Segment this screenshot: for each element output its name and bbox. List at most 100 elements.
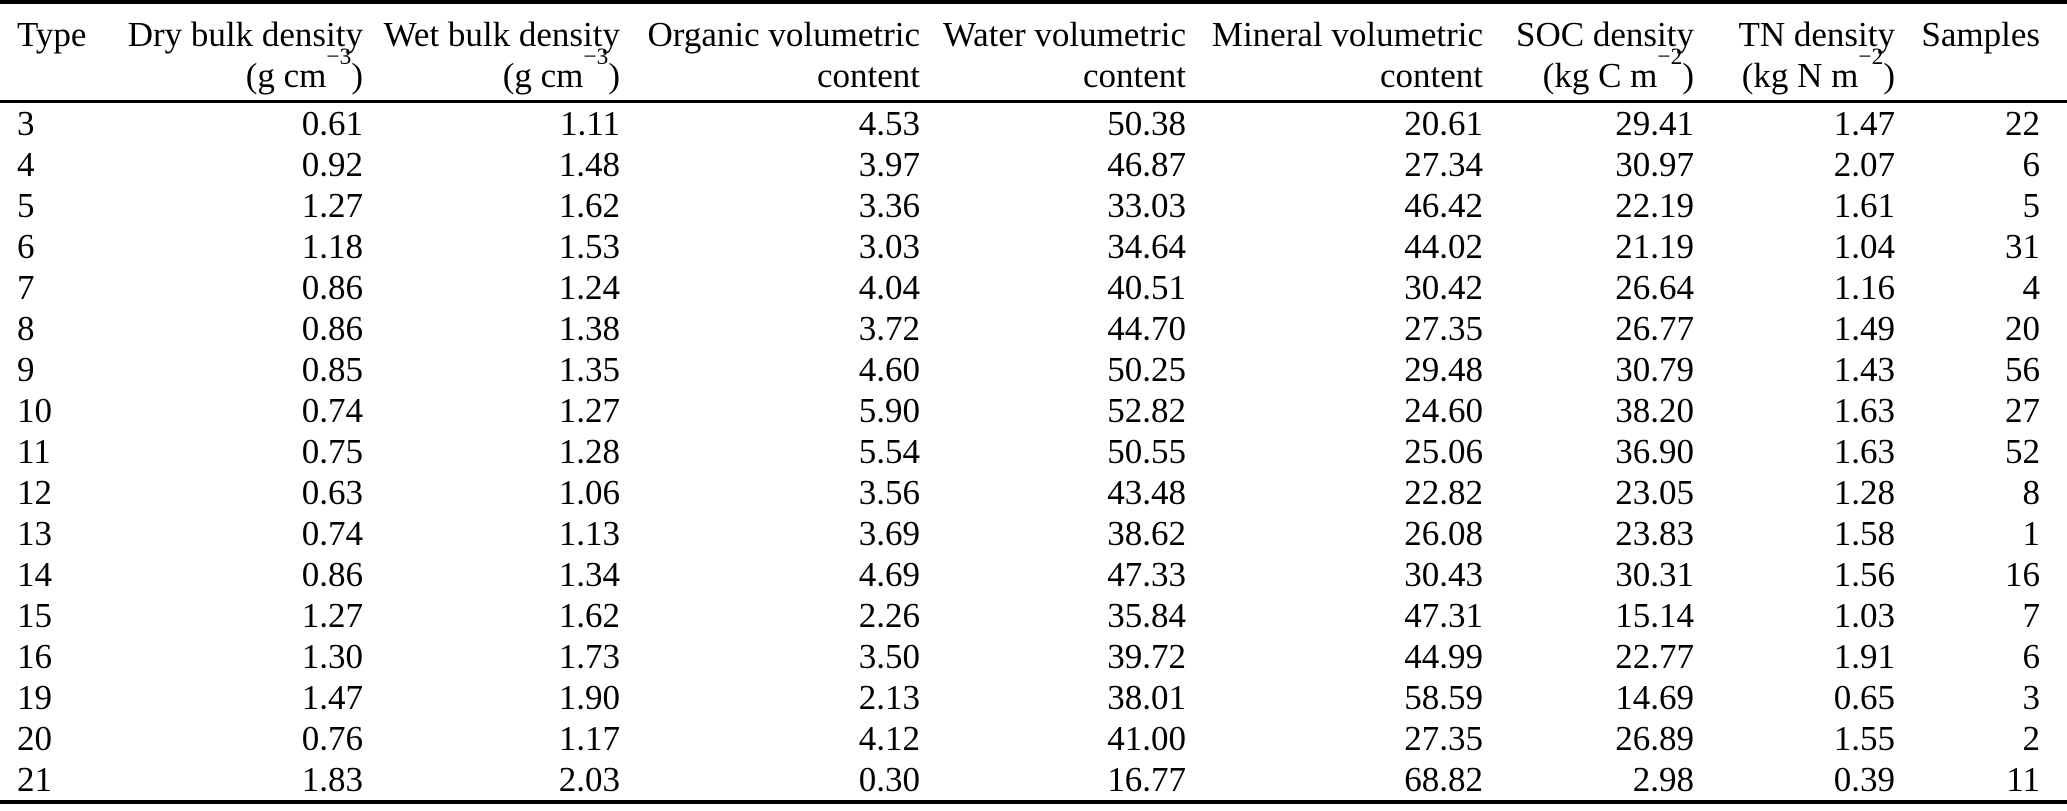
cell-wet-bulk-density: 1.62 <box>558 186 620 225</box>
cell-mineral-volumetric-content: 22.82 <box>1404 473 1483 512</box>
table-row: 19 1.47 1.90 2.13 38.01 58.59 14.69 0.65 3 <box>0 677 2067 718</box>
table-row: 20 0.76 1.17 4.12 41.00 27.35 26.89 1.55 2 <box>0 718 2067 759</box>
cell-organic-volumetric-content: 2.13 <box>858 678 920 717</box>
cell-samples: 22 <box>2005 104 2040 143</box>
cell-tn-density: 0.39 <box>1833 760 1895 799</box>
col-header-unit: (g cm−3) <box>502 43 620 95</box>
cell-organic-volumetric-content: 3.56 <box>858 473 920 512</box>
col-header-organic-volumetric-content: Organic volumetric content <box>620 2 920 103</box>
col-header-label: Mineral volumetric <box>1211 15 1483 54</box>
cell-tn-density: 0.65 <box>1833 678 1895 717</box>
cell-soc-density: 29.41 <box>1615 104 1694 143</box>
cell-dry-bulk-density: 1.27 <box>301 596 363 635</box>
cell-mineral-volumetric-content: 27.34 <box>1404 145 1483 184</box>
cell-wet-bulk-density: 1.28 <box>558 432 620 471</box>
table-row: 3 0.61 1.11 4.53 50.38 20.61 29.41 1.47 22 <box>0 102 2067 145</box>
cell-organic-volumetric-content: 4.53 <box>858 104 920 143</box>
cell-organic-volumetric-content: 4.04 <box>858 268 920 307</box>
table-row: 11 0.75 1.28 5.54 50.55 25.06 36.90 1.63 52 <box>0 431 2067 472</box>
cell-soc-density: 26.89 <box>1615 719 1694 758</box>
cell-wet-bulk-density: 1.11 <box>560 104 620 143</box>
cell-samples: 6 <box>2022 637 2041 676</box>
table-row: 7 0.86 1.24 4.04 40.51 30.42 26.64 1.16 4 <box>0 267 2067 308</box>
col-header-label-line2: content <box>1379 56 1483 95</box>
cell-tn-density: 1.04 <box>1833 227 1895 266</box>
col-header-label: Type <box>17 15 87 54</box>
cell-samples: 7 <box>2022 596 2041 635</box>
cell-tn-density: 1.49 <box>1833 309 1895 348</box>
cell-samples: 8 <box>2022 473 2041 512</box>
col-header-label-line2: content <box>816 56 920 95</box>
cell-soc-density: 23.05 <box>1615 473 1694 512</box>
cell-water-volumetric-content: 34.64 <box>1107 227 1186 266</box>
cell-type: 4 <box>17 145 35 184</box>
cell-organic-volumetric-content: 3.97 <box>858 145 920 184</box>
cell-samples: 27 <box>2005 391 2040 430</box>
cell-tn-density: 1.43 <box>1833 350 1895 389</box>
table-row: 9 0.85 1.35 4.60 50.25 29.48 30.79 1.43 56 <box>0 349 2067 390</box>
col-header-label-line2: content <box>1082 56 1186 95</box>
cell-organic-volumetric-content: 3.36 <box>858 186 920 225</box>
cell-organic-volumetric-content: 3.69 <box>858 514 920 553</box>
cell-tn-density: 1.58 <box>1833 514 1895 553</box>
col-header-unit: (g cm−3) <box>245 43 363 95</box>
cell-tn-density: 2.07 <box>1833 145 1895 184</box>
cell-type: 8 <box>17 309 35 348</box>
cell-type: 11 <box>17 432 51 471</box>
cell-dry-bulk-density: 0.86 <box>301 309 363 348</box>
table-row: 12 0.63 1.06 3.56 43.48 22.82 23.05 1.28 8 <box>0 472 2067 513</box>
cell-soc-density: 38.20 <box>1615 391 1694 430</box>
table-row: 21 1.83 2.03 0.30 16.77 68.82 2.98 0.39 11 <box>0 759 2067 802</box>
table-row: 16 1.30 1.73 3.50 39.72 44.99 22.77 1.91 6 <box>0 636 2067 677</box>
cell-type: 6 <box>17 227 35 266</box>
cell-soc-density: 21.19 <box>1615 227 1694 266</box>
cell-organic-volumetric-content: 3.50 <box>858 637 920 676</box>
cell-type: 15 <box>17 596 52 635</box>
cell-samples: 4 <box>2022 268 2041 307</box>
cell-water-volumetric-content: 52.82 <box>1107 391 1186 430</box>
cell-samples: 20 <box>2005 309 2040 348</box>
cell-mineral-volumetric-content: 68.82 <box>1404 760 1483 799</box>
cell-type: 14 <box>17 555 52 594</box>
cell-type: 20 <box>17 719 52 758</box>
cell-dry-bulk-density: 0.74 <box>301 391 363 430</box>
cell-type: 10 <box>17 391 52 430</box>
cell-wet-bulk-density: 1.90 <box>558 678 620 717</box>
table-row: 5 1.27 1.62 3.36 33.03 46.42 22.19 1.61 5 <box>0 185 2067 226</box>
cell-dry-bulk-density: 0.61 <box>301 104 363 143</box>
cell-organic-volumetric-content: 5.90 <box>858 391 920 430</box>
col-header-label: TN density <box>1738 15 1895 54</box>
cell-type: 5 <box>17 186 35 225</box>
table-row: 13 0.74 1.13 3.69 38.62 26.08 23.83 1.58 1 <box>0 513 2067 554</box>
cell-tn-density: 1.63 <box>1833 432 1895 471</box>
cell-soc-density: 30.31 <box>1615 555 1694 594</box>
cell-dry-bulk-density: 0.86 <box>301 268 363 307</box>
cell-wet-bulk-density: 1.48 <box>558 145 620 184</box>
cell-soc-density: 14.69 <box>1615 678 1694 717</box>
cell-water-volumetric-content: 35.84 <box>1107 596 1186 635</box>
cell-soc-density: 2.98 <box>1632 760 1694 799</box>
cell-soc-density: 36.90 <box>1615 432 1694 471</box>
table-row: 4 0.92 1.48 3.97 46.87 27.34 30.97 2.07 6 <box>0 144 2067 185</box>
cell-mineral-volumetric-content: 44.99 <box>1404 637 1483 676</box>
col-header-label: Water volumetric <box>942 15 1186 54</box>
cell-wet-bulk-density: 1.06 <box>558 473 620 512</box>
cell-tn-density: 1.16 <box>1833 268 1895 307</box>
cell-dry-bulk-density: 1.18 <box>301 227 363 266</box>
cell-wet-bulk-density: 1.17 <box>558 719 620 758</box>
cell-organic-volumetric-content: 4.69 <box>858 555 920 594</box>
header-row: Type Dry bulk density (g cm−3) Wet bulk … <box>0 2 2067 103</box>
cell-samples: 31 <box>2005 227 2040 266</box>
table-row: 6 1.18 1.53 3.03 34.64 44.02 21.19 1.04 31 <box>0 226 2067 267</box>
cell-wet-bulk-density: 1.24 <box>558 268 620 307</box>
cell-samples: 11 <box>2006 760 2040 799</box>
col-header-water-volumetric-content: Water volumetric content <box>920 2 1186 103</box>
unit-exponent: −2 <box>1657 43 1683 70</box>
cell-samples: 52 <box>2005 432 2040 471</box>
col-header-samples: Samples <box>1895 2 2067 103</box>
col-header-label: Samples <box>1921 15 2040 54</box>
cell-wet-bulk-density: 2.03 <box>558 760 620 799</box>
cell-organic-volumetric-content: 5.54 <box>858 432 920 471</box>
cell-samples: 3 <box>2022 678 2041 717</box>
cell-tn-density: 1.03 <box>1833 596 1895 635</box>
